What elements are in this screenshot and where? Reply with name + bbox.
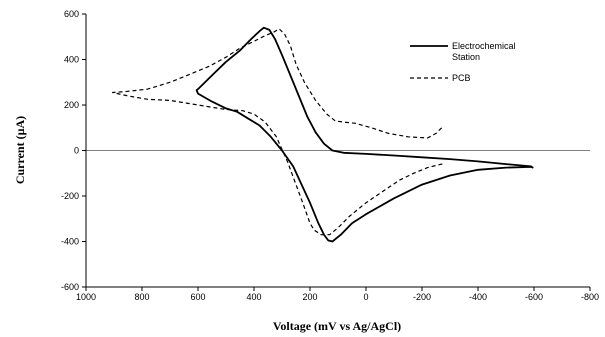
x-axis-title: Voltage (mV vs Ag/AgCl) bbox=[273, 319, 401, 333]
x-tick-label: 1000 bbox=[76, 292, 96, 302]
legend-label-pcb: PCB bbox=[452, 73, 471, 83]
series-layer bbox=[112, 26, 534, 243]
y-tick-label: -200 bbox=[61, 191, 79, 201]
series-line-electrochemical-station bbox=[195, 26, 534, 243]
x-tick-label: 400 bbox=[246, 292, 261, 302]
x-tick-label: 600 bbox=[190, 292, 205, 302]
y-tick-label: -400 bbox=[61, 237, 79, 247]
y-tick-label: -600 bbox=[61, 282, 79, 292]
y-tick-label: 0 bbox=[74, 146, 79, 156]
x-tick-label: -800 bbox=[581, 292, 599, 302]
legend-label-electrochemical-station: Electrochemical Station bbox=[452, 41, 516, 62]
x-axis: 1000 800 600 400 200 0 -200 -400 -600 -800 bbox=[76, 286, 599, 302]
y-tick-label: 200 bbox=[64, 100, 79, 110]
series-line-pcb bbox=[112, 28, 443, 236]
x-tick-label: 0 bbox=[363, 292, 368, 302]
x-tick-label: -400 bbox=[469, 292, 487, 302]
y-tick-label: 600 bbox=[64, 9, 79, 19]
y-axis: 600 400 200 0 -200 -400 -600 bbox=[61, 9, 590, 292]
x-tick-label: 800 bbox=[134, 292, 149, 302]
x-tick-label: 200 bbox=[302, 292, 317, 302]
y-axis-title: Current (µA) bbox=[13, 116, 27, 184]
x-tick-label: -200 bbox=[413, 292, 431, 302]
x-tick-label: -600 bbox=[525, 292, 543, 302]
legend: Electrochemical Station PCB bbox=[410, 41, 516, 83]
y-tick-label: 400 bbox=[64, 55, 79, 65]
